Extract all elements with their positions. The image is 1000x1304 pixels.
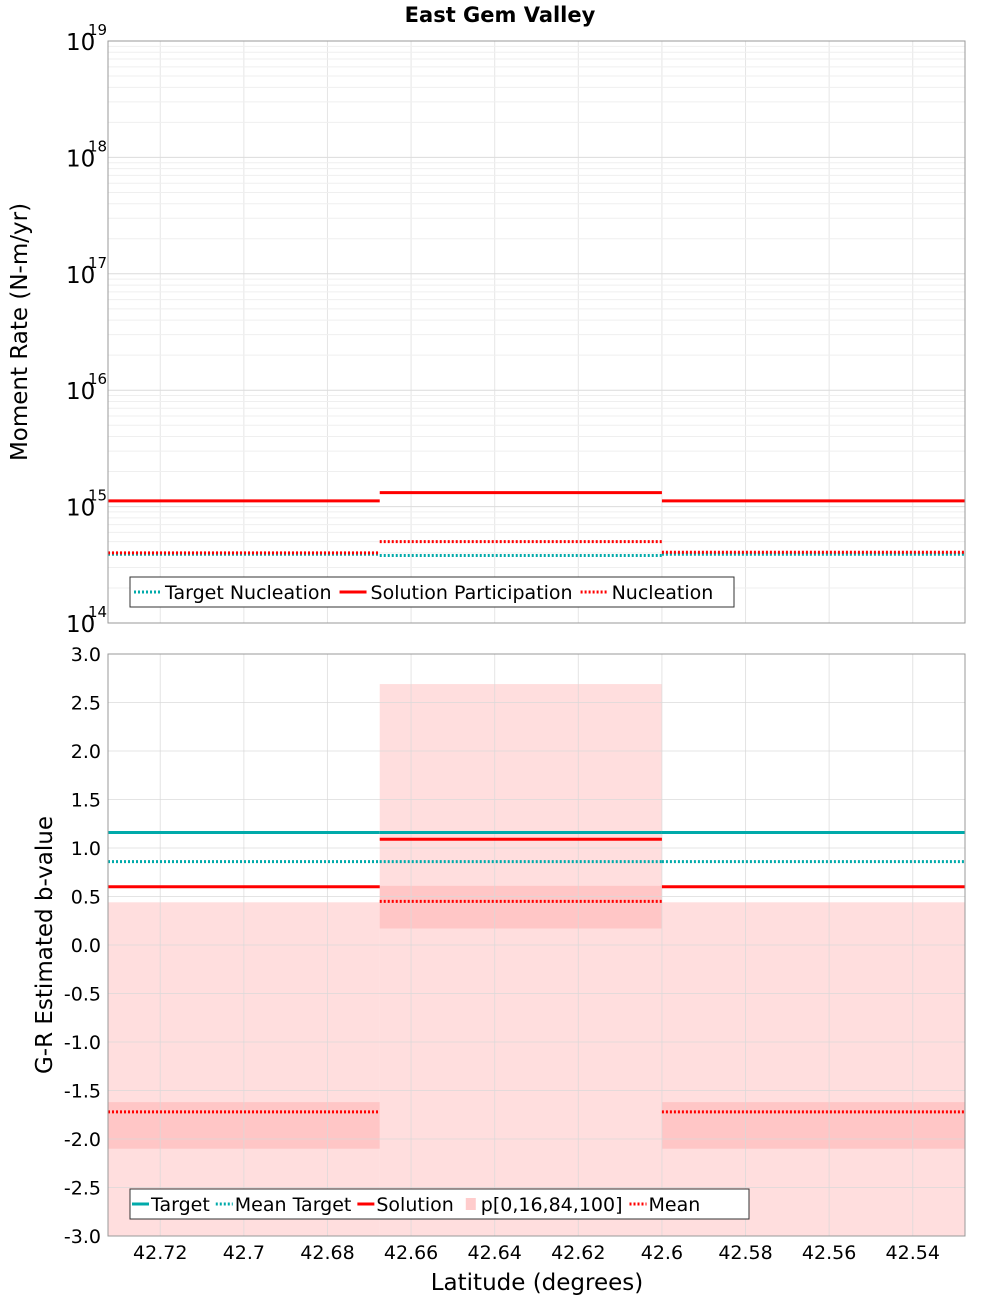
x-tick-label: 42.6 bbox=[641, 1242, 683, 1264]
bottom-y-axis-title: G-R Estimated b-value bbox=[32, 816, 58, 1074]
bottom-series bbox=[108, 830, 965, 1114]
x-tick-label: 42.72 bbox=[133, 1242, 187, 1264]
top-y-tick-label: 10 bbox=[66, 30, 95, 56]
top-y-tick-label: 10 bbox=[66, 612, 95, 638]
x-tick-label: 42.62 bbox=[551, 1242, 605, 1264]
top-y-tick-exponent: 15 bbox=[88, 487, 107, 505]
bottom-legend-label: Mean bbox=[649, 1194, 701, 1216]
bottom-y-tick-label: 1.5 bbox=[71, 790, 101, 812]
top-legend: Target Nucleation Solution Participation N… bbox=[129, 576, 735, 608]
x-tick-label: 42.64 bbox=[467, 1242, 521, 1264]
top-y-tick-label: 10 bbox=[66, 263, 95, 289]
x-axis-title: Latitude (degrees) bbox=[431, 1270, 644, 1296]
bottom-legend-band-swatch bbox=[465, 1198, 476, 1210]
bottom-y-tick-label: -2.0 bbox=[64, 1129, 101, 1151]
bottom-legend-label: Solution bbox=[376, 1194, 453, 1216]
top-y-axis-title: Moment Rate (N-m/yr) bbox=[7, 203, 33, 461]
bottom-legend-label: Mean Target bbox=[235, 1194, 352, 1216]
bottom-y-tick-label: 0.5 bbox=[71, 887, 101, 909]
bottom-y-tick-label: 2.5 bbox=[71, 693, 101, 715]
bottom-legend-label: Target bbox=[150, 1194, 210, 1216]
x-tick-label: 42.7 bbox=[223, 1242, 265, 1264]
x-tick-label: 42.54 bbox=[886, 1242, 940, 1264]
bottom-bands bbox=[108, 684, 965, 1236]
chart-title: East Gem Valley bbox=[405, 3, 596, 27]
bottom-y-tick-label: -1.0 bbox=[64, 1032, 101, 1054]
top-legend-label: Nucleation bbox=[612, 582, 714, 604]
top-legend-box bbox=[129, 576, 735, 608]
bottom-x-ticks: 42.72 42.7 42.68 42.66 42.64 42.62 42.6 42.58 42… bbox=[133, 1242, 940, 1264]
top-y-tick-label: 10 bbox=[66, 379, 95, 405]
bottom-y-tick-label: 2.0 bbox=[71, 741, 101, 763]
top-y-tick-exponent: 16 bbox=[88, 370, 107, 388]
x-tick-label: 42.68 bbox=[300, 1242, 354, 1264]
x-tick-label: 42.58 bbox=[718, 1242, 772, 1264]
bottom-y-tick-label: 3.0 bbox=[71, 644, 101, 666]
top-y-tick-exponent: 18 bbox=[88, 137, 107, 155]
bottom-plot-frame bbox=[107, 653, 966, 1237]
bottom-legend: Target Mean Target Solution p[0,16,84,100] M… bbox=[129, 1188, 750, 1220]
top-legend-label: Solution Participation bbox=[371, 582, 573, 604]
top-y-tick-label: 10 bbox=[66, 496, 95, 522]
band-p16-p84 bbox=[379, 885, 662, 929]
bottom-y-tick-label: 0.0 bbox=[71, 935, 101, 957]
bottom-y-tick-label: -2.5 bbox=[64, 1178, 101, 1200]
top-plot-area bbox=[108, 41, 965, 623]
bottom-y-tick-label: -0.5 bbox=[64, 984, 101, 1006]
bottom-y-tick-label: -1.5 bbox=[64, 1081, 101, 1103]
bottom-y-ticks: 3.0 2.5 2.0 1.5 1.0 0.5 0.0 -0.5 -1.0 -1.5 -2.0 -2.… bbox=[64, 644, 101, 1248]
band-p0-p100 bbox=[379, 684, 662, 1236]
bottom-legend-label: p[0,16,84,100] bbox=[481, 1194, 623, 1216]
top-y-tick-label: 10 bbox=[66, 146, 95, 172]
top-plot-frame bbox=[107, 40, 966, 624]
band-p16-p84 bbox=[661, 1102, 965, 1149]
band-p0-p100 bbox=[661, 902, 965, 1236]
bottom-y-tick-label: -3.0 bbox=[64, 1226, 101, 1248]
bottom-plot: 3.0 2.5 2.0 1.5 1.0 0.5 0.0 -0.5 -1.0 -1.5 -2.0 -2.… bbox=[32, 644, 966, 1296]
top-series bbox=[108, 491, 965, 558]
top-y-tick-exponent: 19 bbox=[88, 21, 107, 39]
x-tick-label: 42.66 bbox=[384, 1242, 438, 1264]
bottom-y-tick-label: 1.0 bbox=[71, 838, 101, 860]
x-tick-label: 42.56 bbox=[802, 1242, 856, 1264]
top-y-tick-exponent: 17 bbox=[88, 254, 107, 272]
top-y-tick-exponent: 14 bbox=[88, 603, 107, 621]
top-legend-label: Target Nucleation bbox=[164, 582, 332, 604]
